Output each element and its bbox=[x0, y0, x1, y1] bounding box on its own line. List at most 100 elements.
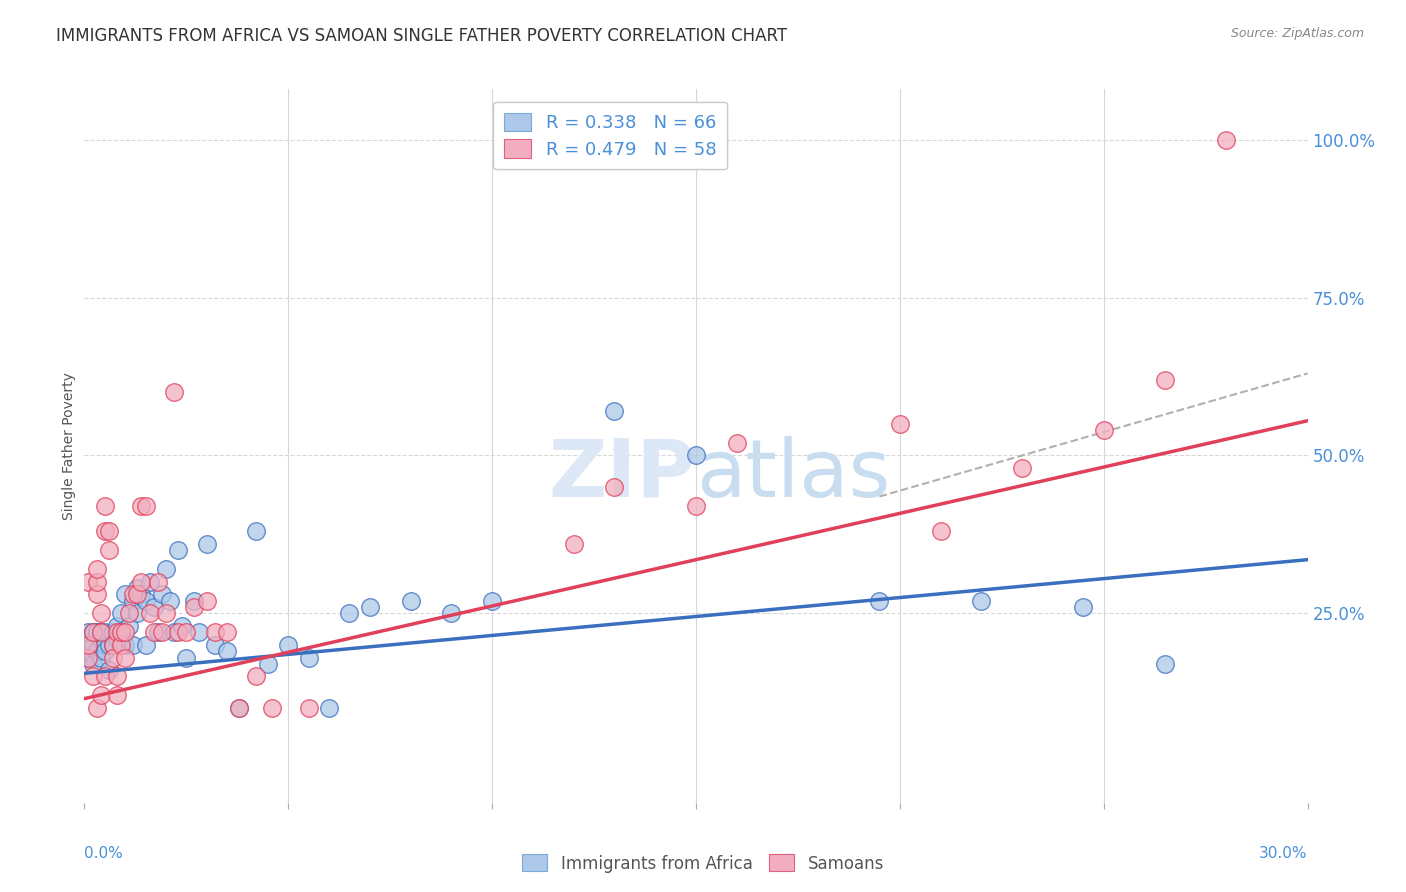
Point bbox=[183, 593, 205, 607]
Point bbox=[245, 669, 267, 683]
Point bbox=[127, 607, 149, 621]
Point bbox=[150, 587, 173, 601]
Point bbox=[97, 638, 120, 652]
Point bbox=[869, 593, 891, 607]
Point bbox=[82, 669, 104, 683]
Point bbox=[90, 625, 112, 640]
Point bbox=[257, 657, 280, 671]
Point bbox=[195, 593, 218, 607]
Point bbox=[90, 650, 112, 665]
Point bbox=[105, 619, 128, 633]
Point bbox=[138, 574, 160, 589]
Point bbox=[114, 638, 136, 652]
Point bbox=[86, 574, 108, 589]
Point bbox=[82, 625, 104, 640]
Point bbox=[77, 638, 100, 652]
Point bbox=[159, 593, 181, 607]
Point bbox=[77, 650, 100, 665]
Point bbox=[97, 524, 120, 539]
Point bbox=[105, 669, 128, 683]
Point bbox=[603, 404, 626, 418]
Point bbox=[90, 625, 112, 640]
Point bbox=[298, 650, 321, 665]
Point bbox=[1011, 461, 1033, 475]
Point bbox=[725, 435, 748, 450]
Text: IMMIGRANTS FROM AFRICA VS SAMOAN SINGLE FATHER POVERTY CORRELATION CHART: IMMIGRANTS FROM AFRICA VS SAMOAN SINGLE … bbox=[56, 27, 787, 45]
Point bbox=[562, 537, 585, 551]
Point bbox=[163, 385, 186, 400]
Point bbox=[77, 625, 100, 640]
Point bbox=[929, 524, 952, 539]
Point bbox=[82, 657, 104, 671]
Point bbox=[105, 625, 128, 640]
Point bbox=[90, 607, 112, 621]
Point bbox=[146, 625, 169, 640]
Point bbox=[127, 587, 149, 601]
Point bbox=[86, 701, 108, 715]
Point bbox=[131, 499, 153, 513]
Text: Source: ZipAtlas.com: Source: ZipAtlas.com bbox=[1230, 27, 1364, 40]
Point bbox=[105, 632, 128, 646]
Point bbox=[228, 701, 250, 715]
Point bbox=[93, 644, 115, 658]
Point bbox=[603, 480, 626, 494]
Point bbox=[77, 574, 100, 589]
Point bbox=[318, 701, 340, 715]
Point bbox=[93, 524, 115, 539]
Point bbox=[228, 701, 250, 715]
Point bbox=[142, 600, 165, 615]
Point bbox=[138, 607, 160, 621]
Point bbox=[260, 701, 283, 715]
Point bbox=[155, 607, 177, 621]
Point bbox=[86, 587, 108, 601]
Point bbox=[1215, 133, 1237, 147]
Point bbox=[245, 524, 267, 539]
Point bbox=[204, 625, 226, 640]
Text: ZIP: ZIP bbox=[548, 435, 696, 514]
Point bbox=[105, 689, 128, 703]
Point bbox=[167, 625, 190, 640]
Point bbox=[122, 587, 145, 601]
Point bbox=[1154, 373, 1177, 387]
Point bbox=[889, 417, 911, 431]
Point bbox=[101, 638, 124, 652]
Point bbox=[970, 593, 993, 607]
Point bbox=[110, 638, 132, 652]
Point bbox=[187, 625, 209, 640]
Point bbox=[82, 650, 104, 665]
Point bbox=[1073, 600, 1095, 615]
Legend: R = 0.338   N = 66, R = 0.479   N = 58: R = 0.338 N = 66, R = 0.479 N = 58 bbox=[494, 102, 727, 169]
Point bbox=[339, 607, 361, 621]
Point bbox=[1092, 423, 1115, 437]
Point bbox=[93, 625, 115, 640]
Point bbox=[82, 625, 104, 640]
Point bbox=[82, 638, 104, 652]
Point bbox=[114, 587, 136, 601]
Point bbox=[135, 593, 157, 607]
Point bbox=[93, 638, 115, 652]
Point bbox=[101, 650, 124, 665]
Point bbox=[146, 574, 169, 589]
Point bbox=[118, 607, 141, 621]
Point bbox=[101, 625, 124, 640]
Legend: Immigrants from Africa, Samoans: Immigrants from Africa, Samoans bbox=[516, 847, 890, 880]
Point bbox=[86, 562, 108, 576]
Point bbox=[1154, 657, 1177, 671]
Point bbox=[685, 499, 707, 513]
Point bbox=[174, 625, 197, 640]
Point bbox=[97, 543, 120, 558]
Point bbox=[122, 638, 145, 652]
Point bbox=[183, 600, 205, 615]
Point bbox=[298, 701, 321, 715]
Point bbox=[481, 593, 503, 607]
Point bbox=[77, 650, 100, 665]
Text: atlas: atlas bbox=[696, 435, 890, 514]
Point bbox=[77, 638, 100, 652]
Point bbox=[359, 600, 381, 615]
Point bbox=[172, 619, 194, 633]
Point bbox=[150, 625, 173, 640]
Point bbox=[90, 632, 112, 646]
Point bbox=[114, 625, 136, 640]
Point bbox=[97, 663, 120, 677]
Point bbox=[86, 625, 108, 640]
